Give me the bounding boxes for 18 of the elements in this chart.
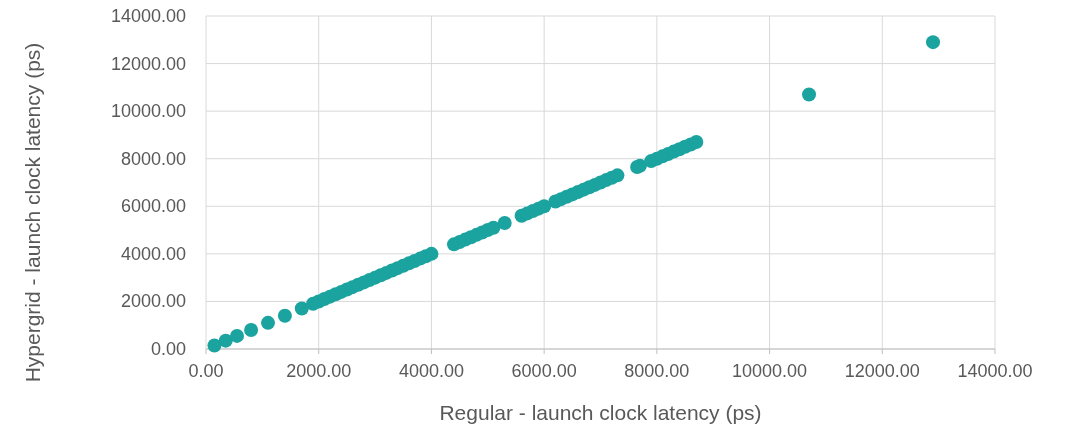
y-tick-label: 10000.00 (110, 101, 186, 122)
y-tick-label: 0.00 (150, 339, 186, 359)
x-tick-label: 4000.00 (398, 361, 464, 381)
x-tick-label: 10000.00 (732, 361, 808, 381)
x-tick-label: 12000.00 (844, 361, 920, 381)
x-tick-label: 8000.00 (624, 361, 690, 381)
y-tick-label: 6000.00 (120, 196, 186, 217)
x-axis-title: Regular - launch clock latency (ps) (439, 401, 762, 424)
x-tick-label: 0.00 (188, 361, 224, 381)
y-tick-label: 2000.00 (120, 291, 186, 312)
y-tick-label: 12000.00 (110, 53, 186, 74)
y-tick-label: 4000.00 (120, 243, 186, 264)
y-tick-label: 8000.00 (120, 148, 186, 169)
x-tick-label: 6000.00 (511, 361, 577, 381)
x-tick-label: 14000.00 (957, 361, 1033, 381)
x-tick-label: 2000.00 (286, 361, 352, 381)
y-tick-label: 14000.00 (110, 6, 186, 26)
y-axis-title: Hypergrid - launch clock latency (ps) (20, 41, 45, 385)
